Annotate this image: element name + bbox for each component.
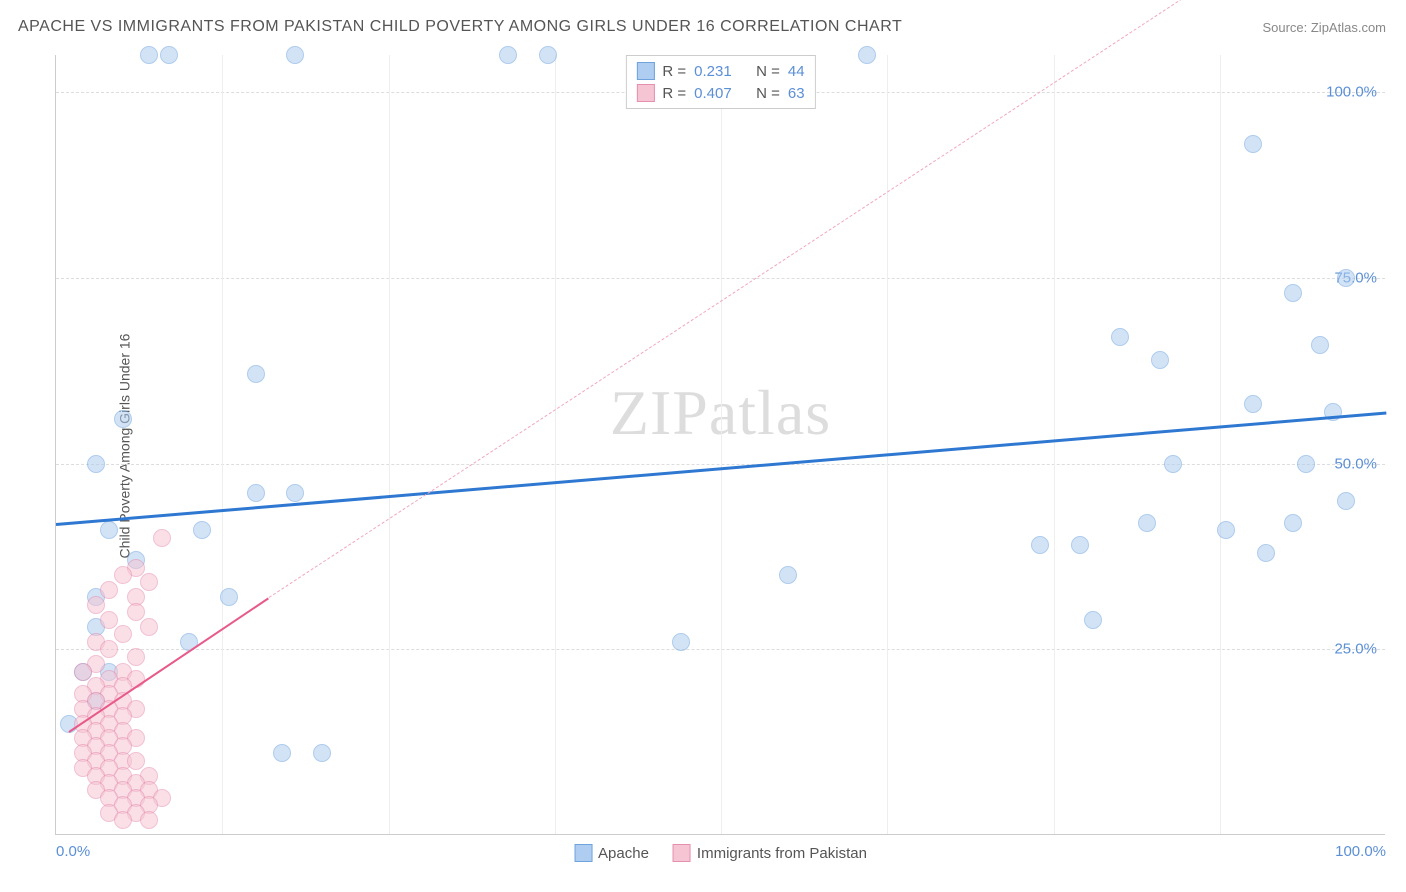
data-point: [1138, 514, 1156, 532]
gridline-v: [887, 55, 888, 834]
legend-r-value: 0.407: [694, 85, 748, 102]
legend-row: R = 0.407 N = 63: [636, 82, 804, 104]
data-point: [1257, 544, 1275, 562]
data-point: [1284, 284, 1302, 302]
gridline-v: [1054, 55, 1055, 834]
data-point: [286, 484, 304, 502]
legend-item: Immigrants from Pakistan: [673, 844, 867, 862]
plot-area: ZIPatlas 25.0%50.0%75.0%100.0%0.0%100.0%…: [55, 55, 1385, 835]
data-point: [87, 455, 105, 473]
data-point: [127, 752, 145, 770]
gridline-v: [1220, 55, 1221, 834]
data-point: [114, 625, 132, 643]
legend-swatch: [636, 62, 654, 80]
data-point: [1297, 455, 1315, 473]
gridline-v: [222, 55, 223, 834]
data-point: [858, 46, 876, 64]
correlation-legend: R = 0.231 N = 44 R = 0.407 N = 63: [625, 55, 815, 109]
data-point: [100, 521, 118, 539]
legend-label: Apache: [598, 845, 649, 862]
data-point: [160, 46, 178, 64]
data-point: [140, 811, 158, 829]
data-point: [286, 46, 304, 64]
data-point: [1284, 514, 1302, 532]
data-point: [1071, 536, 1089, 554]
legend-n-label: N =: [756, 85, 780, 102]
data-point: [1151, 351, 1169, 369]
data-point: [1084, 611, 1102, 629]
data-point: [672, 633, 690, 651]
data-point: [499, 46, 517, 64]
data-point: [87, 596, 105, 614]
data-point: [313, 744, 331, 762]
gridline-v: [389, 55, 390, 834]
data-point: [114, 566, 132, 584]
data-point: [127, 648, 145, 666]
legend-n-value: 63: [788, 85, 805, 102]
data-point: [114, 811, 132, 829]
y-tick-label: 50.0%: [1334, 455, 1377, 472]
legend-swatch: [636, 84, 654, 102]
y-tick-label: 100.0%: [1326, 84, 1377, 101]
data-point: [247, 365, 265, 383]
gridline-v: [555, 55, 556, 834]
chart-title: APACHE VS IMMIGRANTS FROM PAKISTAN CHILD…: [18, 18, 902, 36]
legend-label: Immigrants from Pakistan: [697, 845, 867, 862]
chart-container: APACHE VS IMMIGRANTS FROM PAKISTAN CHILD…: [0, 0, 1406, 892]
legend-r-label: R =: [662, 63, 686, 80]
legend-n-label: N =: [756, 63, 780, 80]
data-point: [127, 603, 145, 621]
data-point: [100, 581, 118, 599]
data-point: [1311, 336, 1329, 354]
legend-swatch: [574, 844, 592, 862]
legend-swatch: [673, 844, 691, 862]
data-point: [193, 521, 211, 539]
data-point: [140, 618, 158, 636]
legend-r-label: R =: [662, 85, 686, 102]
data-point: [1217, 521, 1235, 539]
data-point: [779, 566, 797, 584]
legend-row: R = 0.231 N = 44: [636, 60, 804, 82]
x-tick-label: 0.0%: [56, 843, 90, 860]
source-attribution: Source: ZipAtlas.com: [1262, 20, 1386, 35]
data-point: [1337, 269, 1355, 287]
data-point: [114, 410, 132, 428]
data-point: [153, 529, 171, 547]
gridline-v: [721, 55, 722, 834]
data-point: [1164, 455, 1182, 473]
series-legend: Apache Immigrants from Pakistan: [574, 844, 867, 862]
data-point: [220, 588, 238, 606]
data-point: [539, 46, 557, 64]
data-point: [140, 573, 158, 591]
data-point: [1337, 492, 1355, 510]
data-point: [74, 663, 92, 681]
legend-n-value: 44: [788, 63, 805, 80]
y-tick-label: 25.0%: [1334, 641, 1377, 658]
data-point: [273, 744, 291, 762]
data-point: [140, 46, 158, 64]
legend-r-value: 0.231: [694, 63, 748, 80]
data-point: [100, 611, 118, 629]
data-point: [1244, 135, 1262, 153]
legend-item: Apache: [574, 844, 649, 862]
data-point: [1031, 536, 1049, 554]
x-tick-label: 100.0%: [1335, 843, 1386, 860]
data-point: [247, 484, 265, 502]
data-point: [100, 640, 118, 658]
data-point: [1244, 395, 1262, 413]
data-point: [1111, 328, 1129, 346]
